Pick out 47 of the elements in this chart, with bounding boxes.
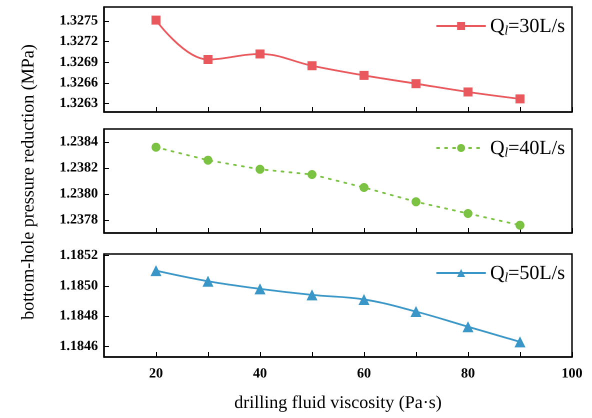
point bbox=[150, 265, 162, 276]
x-tick-label: 20 bbox=[149, 366, 163, 382]
point bbox=[152, 142, 160, 152]
point bbox=[256, 49, 264, 58]
y-tick-label: 1.2384 bbox=[60, 134, 98, 150]
point bbox=[152, 16, 160, 25]
y-tick-label: 1.2382 bbox=[60, 160, 98, 176]
y-tick-label: 1.1852 bbox=[60, 248, 98, 264]
x-axis-title: drilling fluid viscosity (Pa·s) bbox=[234, 392, 442, 412]
y-tick-label: 1.3275 bbox=[60, 13, 98, 28]
point bbox=[308, 61, 316, 70]
y-axis-title: bottom-hole pressure reduction (MPa) bbox=[18, 44, 38, 320]
point bbox=[462, 321, 474, 332]
point bbox=[516, 220, 524, 230]
x-tick-label: 60 bbox=[357, 366, 371, 382]
point bbox=[464, 87, 472, 96]
point bbox=[360, 70, 368, 80]
point bbox=[516, 94, 524, 104]
point bbox=[412, 79, 420, 88]
y-tick-label: 1.2378 bbox=[60, 212, 98, 228]
point bbox=[412, 197, 420, 206]
x-tick-label: 80 bbox=[461, 366, 475, 382]
point bbox=[514, 336, 526, 348]
legend-label: Ql=50L/s bbox=[490, 262, 566, 284]
point bbox=[254, 283, 266, 294]
point bbox=[410, 306, 422, 318]
y-tick-label: 1.3266 bbox=[60, 75, 98, 90]
y-tick-label: 1.3272 bbox=[60, 34, 98, 50]
point bbox=[204, 156, 212, 165]
point bbox=[308, 170, 316, 179]
legend-label: Ql=40L/s bbox=[490, 137, 566, 160]
point bbox=[360, 183, 368, 192]
point bbox=[256, 164, 264, 174]
y-tick-label: 1.3269 bbox=[60, 54, 98, 70]
y-tick-label: 1.1850 bbox=[60, 278, 98, 294]
point bbox=[358, 294, 370, 305]
y-tick-label: 1.2380 bbox=[60, 186, 98, 202]
y-tick-label: 1.1848 bbox=[60, 308, 98, 324]
point bbox=[202, 276, 214, 287]
y-tick-label: 1.1846 bbox=[60, 338, 98, 354]
point bbox=[306, 289, 318, 300]
legend-label: Ql=30L/s bbox=[490, 15, 566, 38]
point bbox=[204, 55, 212, 64]
point bbox=[464, 209, 472, 218]
x-tick-label: 100 bbox=[562, 366, 582, 382]
x-tick-label: 40 bbox=[253, 366, 267, 382]
y-tick-label: 1.3263 bbox=[60, 96, 98, 112]
